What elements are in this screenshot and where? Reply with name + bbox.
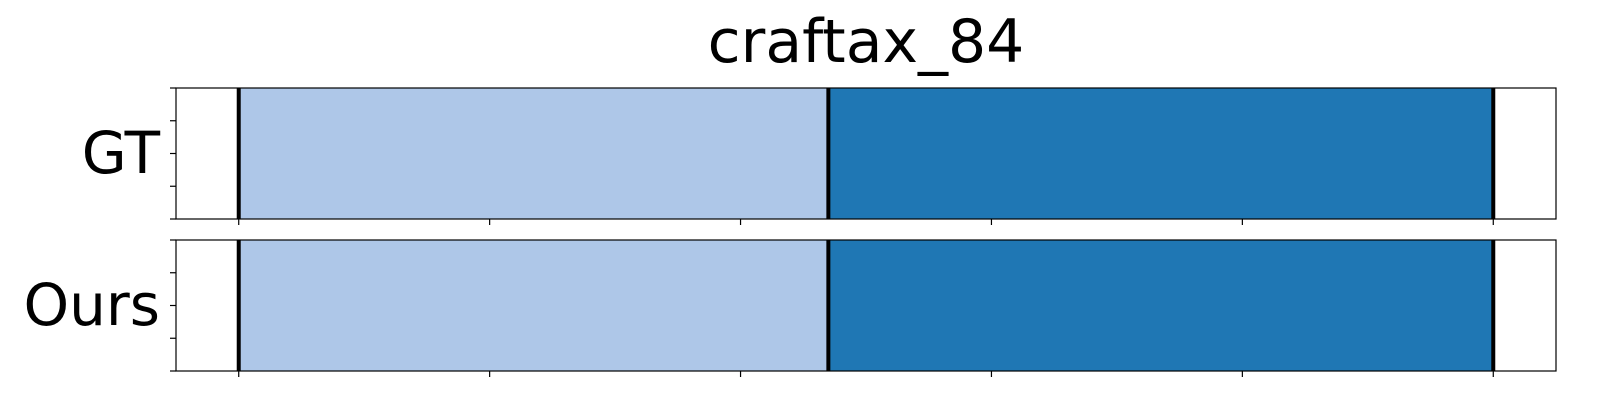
row-label-ours: Ours — [23, 271, 160, 339]
chart-title: craftax_84 — [707, 7, 1025, 77]
segment-ours-1 — [828, 240, 1494, 371]
segment-gt-1 — [828, 88, 1494, 219]
segment-ours-0 — [238, 240, 829, 371]
segment-gt-0 — [238, 88, 829, 219]
row-label-gt: GT — [81, 119, 160, 187]
